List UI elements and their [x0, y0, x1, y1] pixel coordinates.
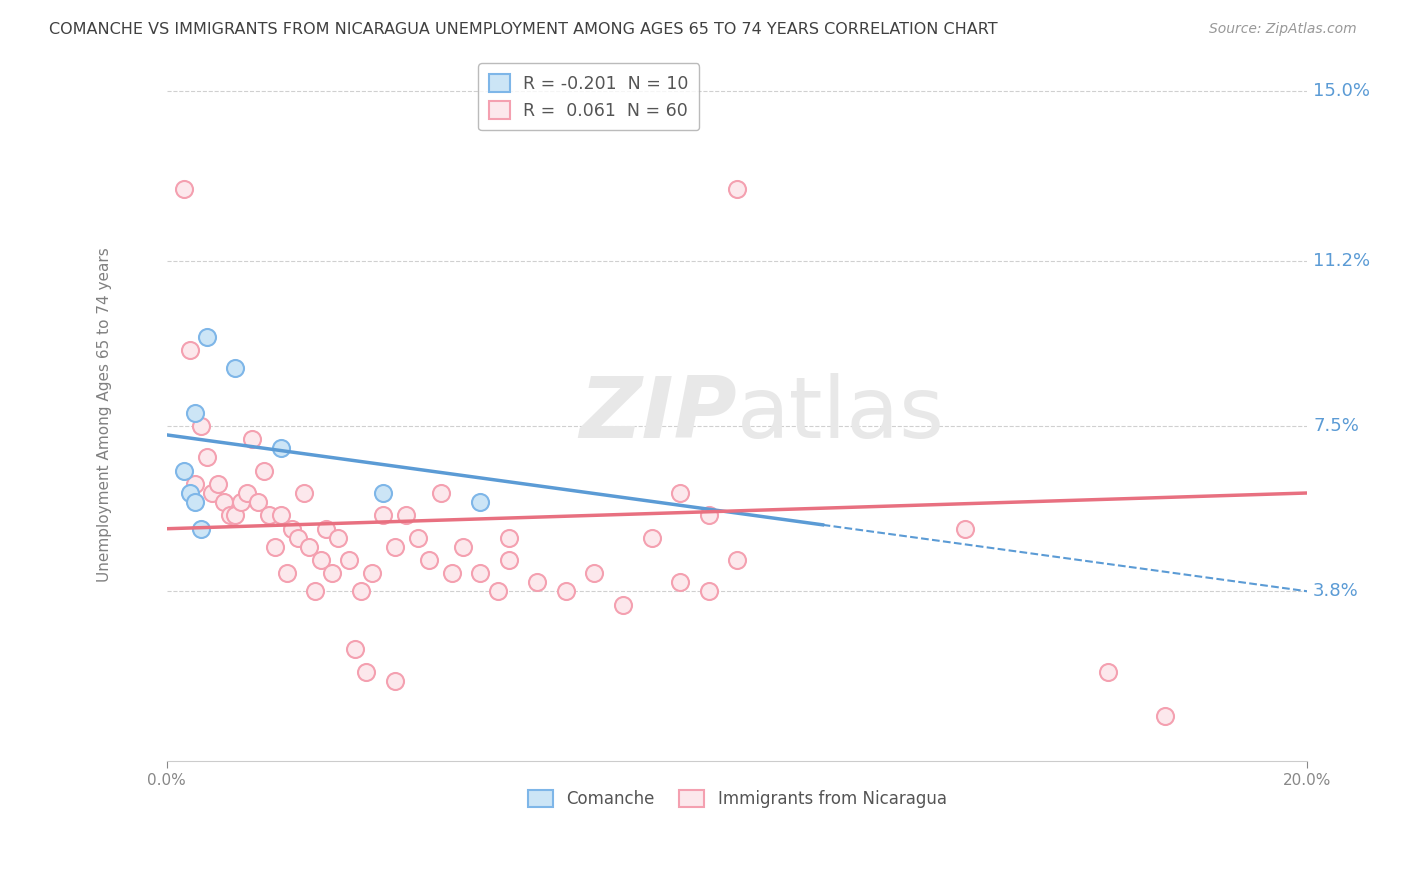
Point: [287, 531, 309, 545]
Point: [173, 464, 195, 478]
Point: [486, 584, 509, 599]
Point: [612, 598, 634, 612]
Point: [184, 495, 207, 509]
Point: [184, 477, 207, 491]
Point: [337, 553, 360, 567]
Point: [526, 575, 548, 590]
Point: [212, 495, 235, 509]
Text: 15.0%: 15.0%: [1313, 82, 1369, 100]
Point: [321, 566, 343, 581]
Text: 7.5%: 7.5%: [1313, 417, 1360, 435]
Point: [669, 575, 692, 590]
Point: [395, 508, 418, 523]
Point: [264, 540, 287, 554]
Point: [697, 584, 720, 599]
Point: [240, 433, 263, 447]
Point: [373, 486, 395, 500]
Text: atlas: atlas: [737, 373, 945, 457]
Point: [253, 464, 276, 478]
Point: [384, 673, 406, 688]
Text: 3.8%: 3.8%: [1313, 582, 1358, 600]
Point: [184, 406, 207, 420]
Point: [247, 495, 270, 509]
Point: [179, 486, 201, 500]
Point: [229, 495, 252, 509]
Point: [224, 360, 246, 375]
Point: [270, 442, 292, 456]
Point: [373, 508, 395, 523]
Point: [953, 522, 976, 536]
Point: [453, 540, 475, 554]
Point: [343, 642, 366, 657]
Point: [292, 486, 315, 500]
Point: [1153, 709, 1175, 723]
Point: [235, 486, 257, 500]
Point: [259, 508, 281, 523]
Point: [315, 522, 337, 536]
Point: [201, 486, 224, 500]
Point: [470, 566, 492, 581]
Point: [640, 531, 662, 545]
Point: [470, 495, 492, 509]
Point: [173, 182, 195, 196]
Point: [218, 508, 240, 523]
Point: [298, 540, 321, 554]
Point: [418, 553, 440, 567]
Text: Unemployment Among Ages 65 to 74 years: Unemployment Among Ages 65 to 74 years: [97, 247, 111, 582]
Point: [350, 584, 373, 599]
Point: [429, 486, 451, 500]
Point: [440, 566, 463, 581]
Point: [669, 486, 692, 500]
Point: [1097, 665, 1119, 679]
Point: [195, 329, 218, 343]
Point: [309, 553, 332, 567]
Legend: Comanche, Immigrants from Nicaragua: Comanche, Immigrants from Nicaragua: [520, 783, 953, 815]
Point: [498, 553, 520, 567]
Text: ZIP: ZIP: [579, 373, 737, 457]
Point: [356, 665, 378, 679]
Point: [190, 419, 212, 434]
Point: [697, 508, 720, 523]
Point: [270, 508, 292, 523]
Point: [555, 584, 578, 599]
Point: [406, 531, 429, 545]
Text: 11.2%: 11.2%: [1313, 252, 1371, 269]
Point: [498, 531, 520, 545]
Point: [583, 566, 606, 581]
Point: [224, 508, 246, 523]
Point: [361, 566, 384, 581]
Point: [179, 343, 201, 357]
Point: [326, 531, 349, 545]
Text: Source: ZipAtlas.com: Source: ZipAtlas.com: [1209, 22, 1357, 37]
Text: COMANCHE VS IMMIGRANTS FROM NICARAGUA UNEMPLOYMENT AMONG AGES 65 TO 74 YEARS COR: COMANCHE VS IMMIGRANTS FROM NICARAGUA UN…: [49, 22, 998, 37]
Point: [195, 450, 218, 465]
Point: [190, 522, 212, 536]
Point: [384, 540, 406, 554]
Point: [207, 477, 229, 491]
Point: [304, 584, 326, 599]
Point: [725, 182, 748, 196]
Point: [725, 553, 748, 567]
Point: [276, 566, 298, 581]
Point: [281, 522, 304, 536]
